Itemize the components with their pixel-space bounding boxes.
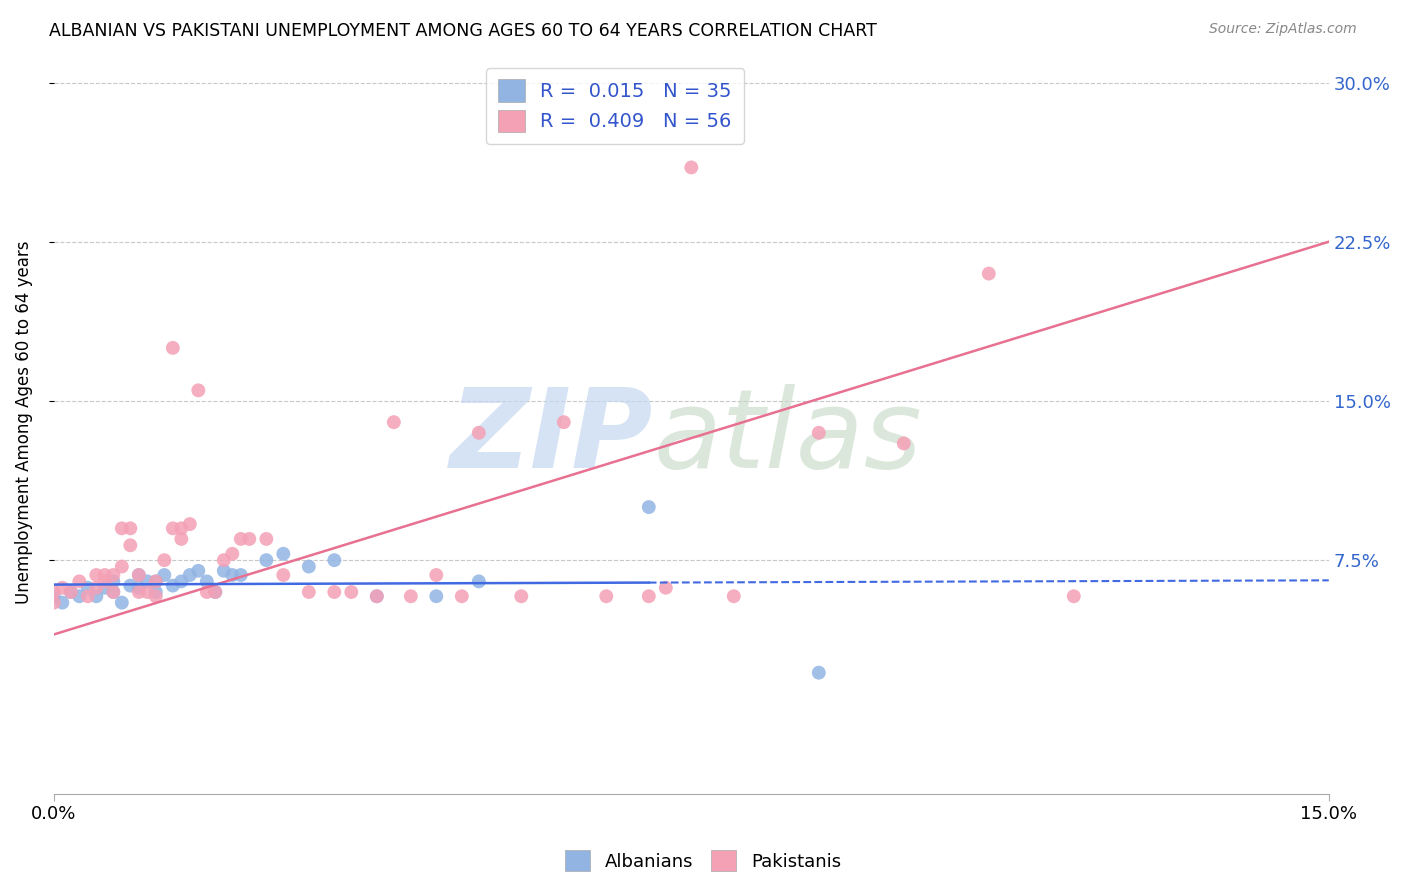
Point [145, 589, 167, 603]
Point [468, 574, 491, 589]
Point [723, 589, 745, 603]
Point [399, 589, 422, 603]
Point [76, 581, 98, 595]
Legend: R =  0.015   N = 35, R =  0.409   N = 56: R = 0.015 N = 35, R = 0.409 N = 56 [486, 68, 744, 144]
Point [103, 585, 125, 599]
Point [94, 568, 117, 582]
Point [162, 521, 184, 535]
Point [120, 538, 142, 552]
Point [637, 589, 659, 603]
Point [195, 585, 218, 599]
Point [51, 581, 73, 595]
Point [238, 532, 260, 546]
Point [67, 589, 90, 603]
Point [273, 547, 295, 561]
Point [170, 574, 193, 589]
Point [42, 596, 65, 610]
Point [637, 500, 659, 514]
Point [128, 581, 150, 595]
Point [86, 581, 108, 595]
Point [179, 517, 201, 532]
Point [128, 568, 150, 582]
Point [136, 585, 159, 599]
Point [468, 425, 491, 440]
Point [145, 574, 167, 589]
Point [153, 553, 176, 567]
Point [595, 589, 617, 603]
Point [153, 568, 176, 582]
Point [103, 568, 125, 582]
Point [807, 425, 830, 440]
Point [51, 596, 73, 610]
Legend: Albanians, Pakistanis: Albanians, Pakistanis [558, 843, 848, 879]
Point [893, 436, 915, 450]
Y-axis label: Unemployment Among Ages 60 to 64 years: Unemployment Among Ages 60 to 64 years [15, 241, 32, 604]
Point [128, 568, 150, 582]
Point [212, 553, 235, 567]
Point [425, 568, 447, 582]
Point [187, 384, 209, 398]
Point [76, 589, 98, 603]
Point [162, 579, 184, 593]
Point [204, 585, 226, 599]
Point [103, 585, 125, 599]
Point [298, 585, 321, 599]
Point [340, 585, 363, 599]
Point [229, 568, 252, 582]
Point [59, 585, 82, 599]
Point [221, 568, 243, 582]
Point [136, 574, 159, 589]
Point [86, 568, 108, 582]
Point [170, 532, 193, 546]
Point [187, 564, 209, 578]
Point [323, 553, 346, 567]
Point [86, 589, 108, 603]
Point [59, 585, 82, 599]
Text: ZIP: ZIP [450, 384, 652, 491]
Point [977, 267, 1000, 281]
Text: ALBANIAN VS PAKISTANI UNEMPLOYMENT AMONG AGES 60 TO 64 YEARS CORRELATION CHART: ALBANIAN VS PAKISTANI UNEMPLOYMENT AMONG… [49, 22, 877, 40]
Point [42, 589, 65, 603]
Point [807, 665, 830, 680]
Point [94, 574, 117, 589]
Text: Source: ZipAtlas.com: Source: ZipAtlas.com [1209, 22, 1357, 37]
Point [145, 574, 167, 589]
Point [179, 568, 201, 582]
Point [67, 574, 90, 589]
Point [128, 585, 150, 599]
Point [111, 521, 134, 535]
Point [195, 574, 218, 589]
Point [221, 547, 243, 561]
Point [103, 574, 125, 589]
Point [366, 589, 388, 603]
Point [111, 559, 134, 574]
Point [382, 415, 405, 429]
Point [254, 532, 277, 546]
Point [111, 596, 134, 610]
Point [366, 589, 388, 603]
Point [120, 521, 142, 535]
Point [510, 589, 533, 603]
Point [145, 585, 167, 599]
Point [450, 589, 472, 603]
Point [425, 589, 447, 603]
Text: atlas: atlas [652, 384, 922, 491]
Point [655, 581, 678, 595]
Point [254, 553, 277, 567]
Point [162, 341, 184, 355]
Point [323, 585, 346, 599]
Point [94, 581, 117, 595]
Point [553, 415, 575, 429]
Point [42, 585, 65, 599]
Point [681, 161, 703, 175]
Point [273, 568, 295, 582]
Point [204, 585, 226, 599]
Point [170, 521, 193, 535]
Point [1063, 589, 1085, 603]
Point [120, 579, 142, 593]
Point [212, 564, 235, 578]
Point [298, 559, 321, 574]
Point [229, 532, 252, 546]
